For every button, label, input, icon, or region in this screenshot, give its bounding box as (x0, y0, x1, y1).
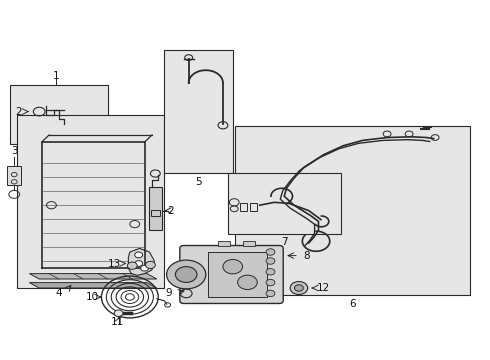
Bar (218, 241, 230, 246)
Circle shape (266, 258, 275, 264)
Circle shape (135, 261, 143, 266)
Circle shape (266, 290, 275, 297)
Bar (149, 187, 162, 230)
Circle shape (266, 279, 275, 286)
Circle shape (294, 285, 303, 291)
Text: 2: 2 (15, 107, 22, 117)
Circle shape (167, 260, 206, 289)
Text: 4: 4 (55, 288, 62, 298)
Polygon shape (29, 274, 157, 279)
Text: 8: 8 (303, 251, 310, 261)
Text: 10: 10 (86, 292, 98, 302)
Circle shape (135, 252, 143, 258)
Bar (235, 126, 470, 295)
Circle shape (141, 265, 148, 271)
Polygon shape (29, 283, 157, 288)
Bar (243, 241, 255, 246)
Circle shape (223, 260, 243, 274)
Circle shape (175, 266, 197, 282)
Text: 5: 5 (195, 177, 202, 187)
Circle shape (114, 310, 123, 316)
Bar (151, 210, 160, 216)
Text: 12: 12 (317, 283, 330, 293)
Circle shape (266, 269, 275, 275)
Bar (17, 115, 164, 288)
Bar (208, 252, 267, 297)
Text: 11: 11 (110, 317, 124, 327)
Bar (164, 50, 233, 173)
Bar (10, 85, 108, 144)
Text: 2: 2 (168, 206, 174, 216)
Text: 1: 1 (53, 71, 60, 81)
Bar (7, 166, 21, 185)
Bar (250, 203, 257, 211)
Bar (240, 203, 247, 211)
Text: 3: 3 (11, 146, 18, 156)
Text: 6: 6 (349, 299, 356, 309)
FancyBboxPatch shape (180, 246, 283, 303)
Circle shape (266, 249, 275, 255)
Text: 13: 13 (107, 258, 121, 269)
Text: 7: 7 (281, 237, 288, 247)
Text: 9: 9 (166, 288, 172, 298)
Polygon shape (128, 248, 154, 275)
Circle shape (146, 261, 155, 269)
Circle shape (127, 262, 137, 269)
Circle shape (238, 275, 257, 289)
Bar (228, 173, 341, 234)
Circle shape (290, 282, 308, 294)
